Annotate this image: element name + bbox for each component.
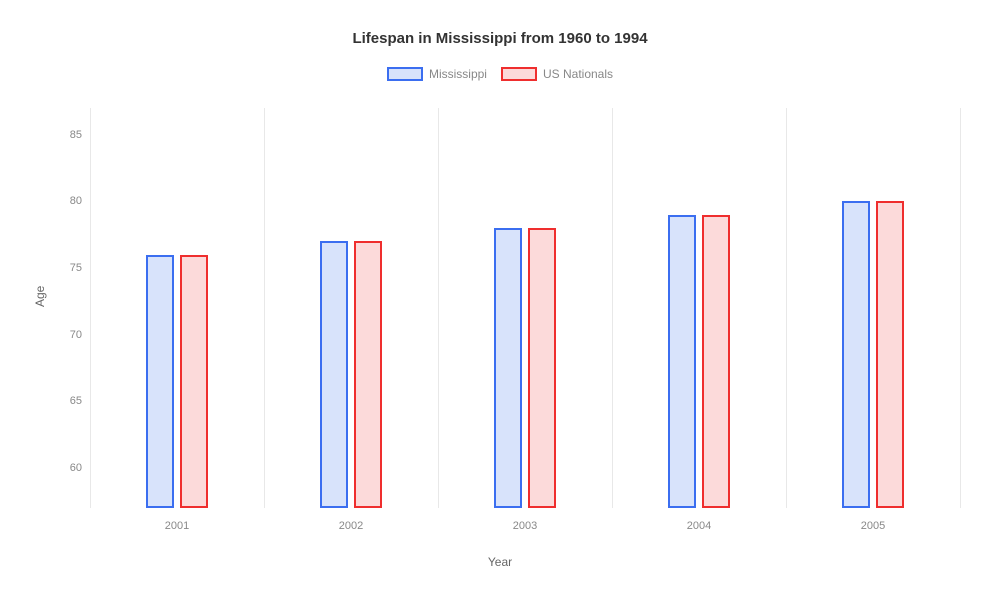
bar xyxy=(668,215,696,508)
bar xyxy=(354,241,382,508)
y-tick-label: 85 xyxy=(70,129,82,141)
bar xyxy=(842,201,870,508)
legend-swatch xyxy=(387,67,423,81)
y-tick-label: 70 xyxy=(70,329,82,341)
y-tick-label: 60 xyxy=(70,462,82,474)
x-tick-label: 2002 xyxy=(339,520,363,532)
x-tick-label: 2003 xyxy=(513,520,537,532)
y-tick-label: 80 xyxy=(70,195,82,207)
grid-line xyxy=(264,108,265,508)
plot-area: 60657075808520012002200320042005 xyxy=(90,108,960,508)
x-axis-title: Year xyxy=(488,555,512,569)
grid-line xyxy=(612,108,613,508)
legend-swatch xyxy=(501,67,537,81)
bar xyxy=(702,215,730,508)
y-axis-title: Age xyxy=(33,286,47,307)
chart-title: Lifespan in Mississippi from 1960 to 199… xyxy=(0,0,1000,47)
bar xyxy=(876,201,904,508)
bar xyxy=(494,228,522,508)
legend: Mississippi US Nationals xyxy=(0,67,1000,81)
bar xyxy=(320,241,348,508)
legend-label: US Nationals xyxy=(543,67,613,81)
y-tick-label: 75 xyxy=(70,262,82,274)
y-tick-label: 65 xyxy=(70,395,82,407)
grid-line xyxy=(960,108,961,508)
grid-line xyxy=(438,108,439,508)
bar xyxy=(528,228,556,508)
grid-line xyxy=(786,108,787,508)
bar xyxy=(180,255,208,508)
legend-item: Mississippi xyxy=(387,67,487,81)
x-tick-label: 2001 xyxy=(165,520,189,532)
legend-label: Mississippi xyxy=(429,67,487,81)
grid-line xyxy=(90,108,91,508)
x-tick-label: 2005 xyxy=(861,520,885,532)
bar xyxy=(146,255,174,508)
x-tick-label: 2004 xyxy=(687,520,711,532)
legend-item: US Nationals xyxy=(501,67,613,81)
